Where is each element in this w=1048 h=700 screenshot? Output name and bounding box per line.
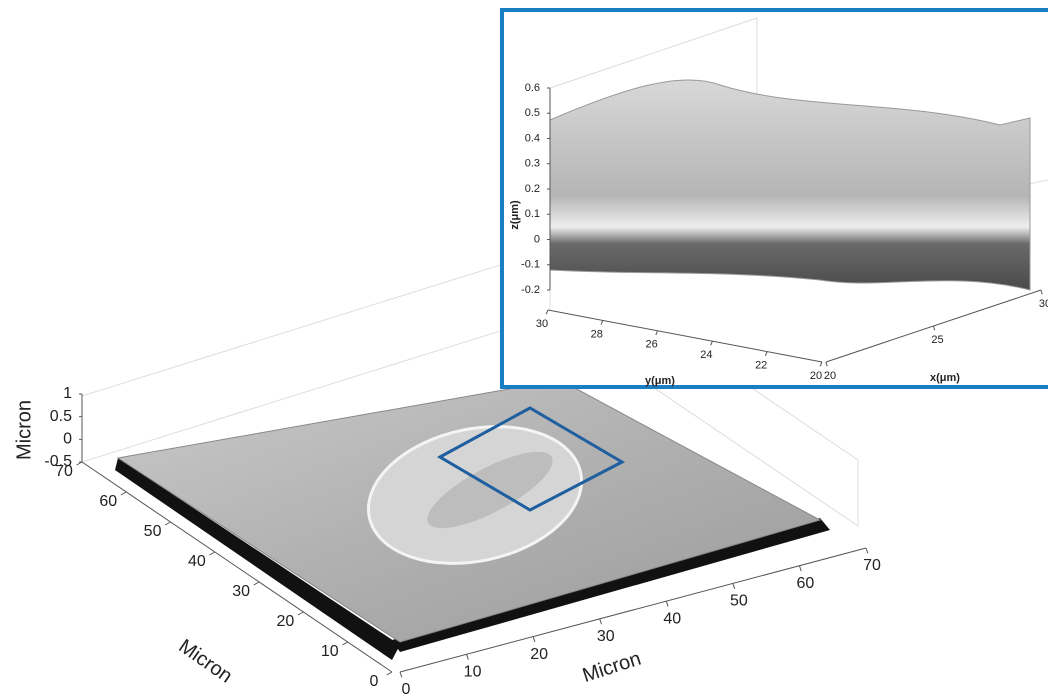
z-tick-label: -0.5 — [44, 453, 72, 470]
y-tick-label: 10 — [321, 643, 339, 660]
tick-mark — [666, 601, 668, 606]
x-tick-label: 70 — [863, 557, 881, 574]
y-tick-label: 26 — [645, 339, 657, 351]
y-tick-label: 28 — [591, 328, 603, 340]
y-tick-label: 30 — [536, 318, 548, 330]
tick-mark — [254, 582, 259, 585]
tick-mark — [387, 672, 392, 675]
y-tick-label: 20 — [810, 370, 822, 382]
z-tick-label: 0 — [534, 233, 540, 245]
x-tick-label: 0 — [402, 681, 411, 698]
inset-plot: z(μm) y(μm) x(μm) 20 25 30 20 22 24 26 28 30 -0.2… — [502, 10, 1048, 387]
z-tick-label: 0.3 — [525, 158, 540, 170]
z-tick-label: 0 — [63, 431, 72, 448]
y-tick-label: 30 — [232, 583, 250, 600]
z-tick-label: 0.5 — [525, 107, 540, 119]
tick-mark — [400, 672, 402, 677]
x-tick-label: 60 — [797, 575, 815, 592]
tick-mark — [467, 654, 469, 659]
z-tick-label: 0.6 — [525, 82, 540, 94]
x-tick-label: 20 — [824, 370, 836, 382]
tick-mark — [866, 548, 868, 553]
z-tick-label: -0.1 — [521, 259, 540, 271]
x-tick-label: 30 — [1039, 298, 1048, 310]
x-tick-label: 40 — [663, 610, 681, 627]
z-tick-label: 1 — [63, 385, 72, 402]
x-tick-label: 25 — [931, 334, 943, 346]
z-tick-label: 0.4 — [525, 132, 540, 144]
y-tick-label: 24 — [700, 349, 712, 361]
z-tick-label: 0.2 — [525, 183, 540, 195]
x-axis-label: Micron — [580, 648, 644, 687]
x-tick-label: 10 — [464, 664, 482, 681]
y-axis-label: y(μm) — [645, 375, 675, 387]
figure: Micron Micron Micron 0102030405060700102… — [0, 0, 1048, 700]
y-tick-label: 20 — [277, 613, 295, 630]
tick-mark — [799, 566, 801, 571]
tick-mark — [733, 583, 735, 588]
y-axis-label: Micron — [175, 635, 237, 687]
tick-mark — [533, 637, 535, 642]
tick-mark — [165, 522, 170, 525]
tick-mark — [298, 612, 303, 615]
tick-mark — [600, 619, 602, 624]
tick-mark — [342, 642, 347, 645]
x-tick-label: 50 — [730, 593, 748, 610]
y-tick-label: 22 — [755, 360, 767, 372]
y-tick-label: 0 — [370, 673, 379, 690]
tick-mark — [121, 492, 126, 495]
z-axis-label: Micron — [13, 400, 35, 460]
x-tick-label: 20 — [530, 646, 548, 663]
z-tick-label: -0.2 — [521, 284, 540, 296]
y-tick-label: 60 — [99, 493, 117, 510]
y-tick-label: 50 — [144, 523, 162, 540]
z-tick-label: 0.5 — [50, 408, 72, 425]
z-axis-label: z(μm) — [509, 200, 521, 230]
x-tick-label: 30 — [597, 628, 615, 645]
y-tick-label: 40 — [188, 553, 206, 570]
z-tick-label: 0.1 — [525, 208, 540, 220]
x-axis-label: x(μm) — [930, 372, 960, 384]
tick-mark — [209, 552, 214, 555]
